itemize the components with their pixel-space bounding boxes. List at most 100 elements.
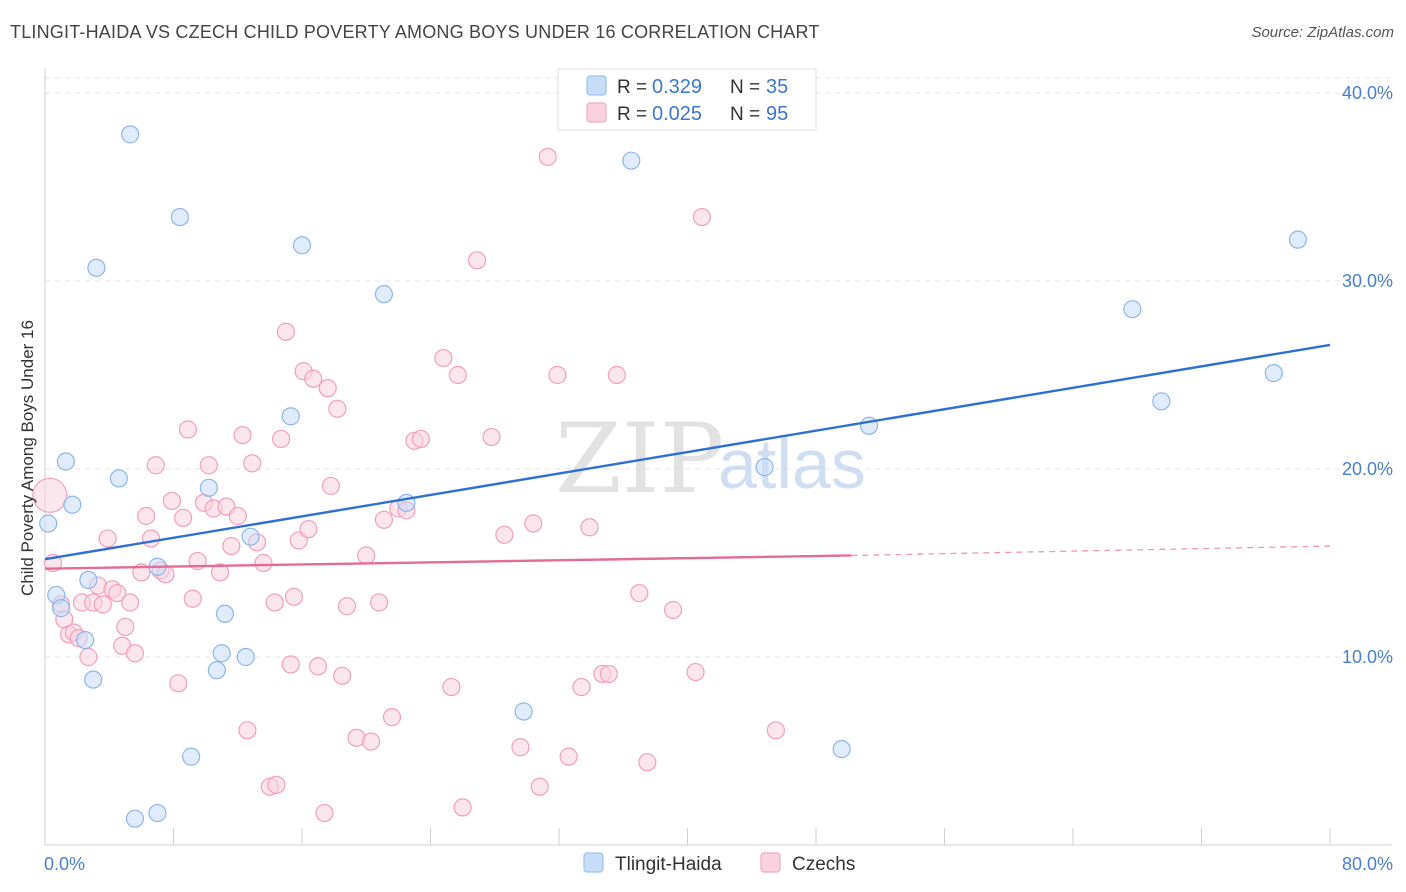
czechs-point	[308, 657, 328, 676]
tlingit-haida-point	[79, 570, 98, 590]
czechs-point	[692, 207, 712, 227]
czechs-point	[116, 617, 135, 637]
legend-top: R = 0.329 N = 35 R = 0.025 N = 95	[557, 68, 817, 131]
czechs-point	[374, 510, 394, 529]
czechs-point	[254, 553, 273, 573]
tlingit-haida-point	[51, 599, 71, 618]
czechs-point	[766, 721, 785, 740]
czechs-point	[178, 420, 198, 439]
tlingit-haida-point	[1288, 230, 1307, 249]
czechs-point	[137, 506, 156, 526]
czechs-point	[243, 454, 262, 473]
chart-title: TLINGIT-HAIDA VS CZECH CHILD POVERTY AMO…	[10, 22, 820, 42]
czechs-trend-line	[44, 554, 852, 570]
czechs-point	[169, 674, 188, 693]
tlingit-haida-point	[148, 803, 167, 823]
czechs-point	[304, 369, 323, 388]
tlingit-haida-point	[39, 514, 58, 533]
czechs-point	[238, 721, 257, 740]
legend-n-value: 35	[766, 76, 788, 98]
legend-r-value: 0.025	[652, 103, 702, 125]
czechs-point	[284, 587, 304, 606]
czechs-point	[511, 738, 530, 757]
tlingit-haida-point	[182, 747, 201, 766]
tlingit-haida-point	[56, 452, 75, 471]
czechs-point	[467, 251, 487, 270]
y-tick-labels: 10.0% 20.0% 30.0% 40.0%	[1342, 83, 1393, 667]
legend-label-czechs: Czechs	[792, 854, 855, 875]
czechs-point	[630, 583, 649, 603]
czechs-point	[559, 747, 578, 766]
czechs-point	[538, 147, 557, 167]
tlingit-haida-point	[212, 644, 231, 663]
czechs-point	[524, 514, 543, 533]
czechs-point	[276, 322, 296, 341]
czechs-point	[572, 677, 591, 697]
tlingit-haida-point	[63, 495, 82, 514]
czechs-point	[121, 593, 140, 612]
czechs-point	[686, 662, 705, 682]
tlingit-haida-point	[76, 630, 95, 650]
czechs-point	[442, 677, 461, 697]
czechs-point	[580, 518, 599, 537]
tlingit-haida-point	[514, 702, 533, 721]
czechs-point	[265, 593, 284, 612]
legend-label-tlingit-haida: Tlingit-Haida	[615, 854, 722, 875]
czechs-point	[453, 798, 472, 817]
czechs-point	[482, 427, 501, 447]
czechs-point	[32, 477, 68, 513]
tlingit-haida-point	[374, 285, 394, 304]
tlingit-haida-point	[1264, 364, 1283, 383]
czechs-point	[162, 491, 181, 511]
czechs-point	[233, 426, 252, 445]
tlingit-haida-point	[207, 661, 226, 680]
legend-swatch-czechs	[760, 852, 781, 873]
czechs-point	[281, 655, 300, 674]
czechs-point	[448, 365, 467, 385]
czechs-point	[79, 647, 98, 667]
tlingit-haida-point	[87, 258, 106, 277]
tlingit-haida-point	[281, 407, 300, 426]
czechs-point	[222, 536, 241, 556]
data-points	[32, 125, 1307, 828]
y-tick-label: 10.0%	[1342, 647, 1393, 667]
tlingit-haida-point	[109, 469, 128, 488]
tlingit-haida-point	[125, 809, 145, 828]
czechs-point	[434, 348, 453, 368]
x-tick-label: 0.0%	[44, 854, 85, 874]
axes	[44, 68, 1392, 846]
czechs-point	[495, 525, 514, 544]
tlingit-haida-point	[832, 740, 851, 759]
legend-n-label: N =	[730, 77, 760, 98]
czechs-point	[321, 476, 341, 496]
legend-r-label: R =	[617, 77, 647, 98]
x-tick-label: 80.0%	[1342, 854, 1393, 874]
czechs-point	[183, 589, 202, 608]
czechs-point	[548, 365, 567, 385]
tlingit-haida-point	[84, 670, 103, 689]
czechs-point	[337, 597, 357, 616]
y-tick-label: 40.0%	[1342, 83, 1393, 103]
legend-n-value: 95	[766, 103, 788, 125]
czechs-point	[267, 775, 286, 794]
tlingit-haida-point	[236, 647, 255, 667]
czechs-trend-line-extension	[851, 545, 1331, 557]
legend-n-label: N =	[730, 104, 760, 125]
tlingit-haida-point	[622, 151, 641, 170]
czechs-point	[146, 456, 165, 475]
czechs-point	[361, 732, 381, 751]
y-tick-label: 30.0%	[1342, 271, 1393, 291]
czechs-point	[382, 708, 402, 727]
czechs-point	[174, 508, 193, 527]
czechs-point	[638, 753, 657, 772]
czechs-point	[98, 529, 117, 548]
tlingit-haida-point	[199, 478, 218, 497]
czechs-point	[108, 583, 127, 603]
legend-bottom: Tlingit-Haida Czechs	[583, 852, 855, 875]
czechs-point	[370, 593, 389, 612]
czechs-point	[357, 546, 376, 565]
tlingit-haida-trend-line	[44, 343, 1331, 561]
czechs-point	[272, 429, 291, 449]
watermark-atlas-text: atlas	[718, 425, 866, 503]
